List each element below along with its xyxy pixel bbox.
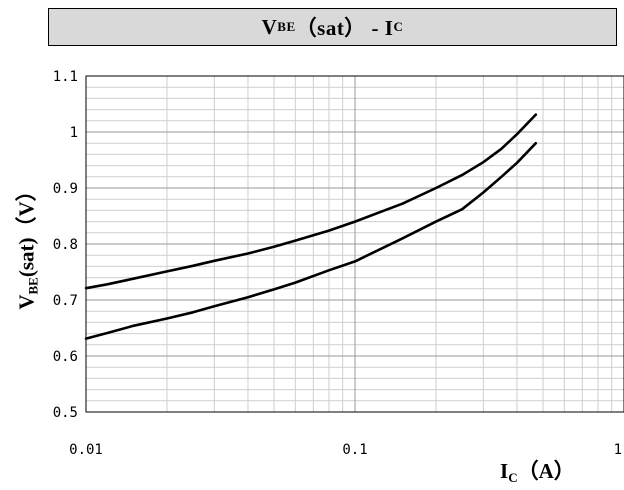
y-tick-label: 1 (70, 125, 78, 141)
x-axis-label: IC（A） (500, 455, 575, 486)
x-tick-label: 0.1 (342, 442, 367, 458)
y-tick-label: 0.9 (53, 181, 78, 197)
x-tick-labels: 0.01 0.1 1 (69, 442, 622, 458)
y-tick-label: 0.7 (53, 293, 78, 309)
y-tick-label: 0.8 (53, 237, 78, 253)
x-tick-label: 0.01 (69, 442, 103, 458)
plot-area-frame (85, 75, 624, 413)
series-line-2 (84, 141, 538, 340)
y-tick-label: 0.6 (53, 349, 78, 365)
y-tick-label: 1.1 (53, 69, 78, 85)
xlabel-main: I (500, 459, 509, 483)
xlabel-sub: C (508, 470, 518, 485)
xlabel-rest: （A） (517, 459, 575, 483)
title-sub: BE (277, 19, 296, 34)
series-line-1 (84, 113, 538, 290)
y-tick-labels: 0.5 0.6 0.7 0.8 0.9 1 1.1 (53, 69, 78, 421)
y-tick-label: 0.5 (53, 405, 78, 421)
x-tick-label: 1 (614, 442, 622, 458)
title-rest: （sat） - I (295, 16, 394, 40)
title-sub2: C (393, 19, 404, 34)
major-gridlines (86, 76, 624, 412)
title-main: V (261, 14, 278, 39)
series-group (84, 113, 538, 340)
